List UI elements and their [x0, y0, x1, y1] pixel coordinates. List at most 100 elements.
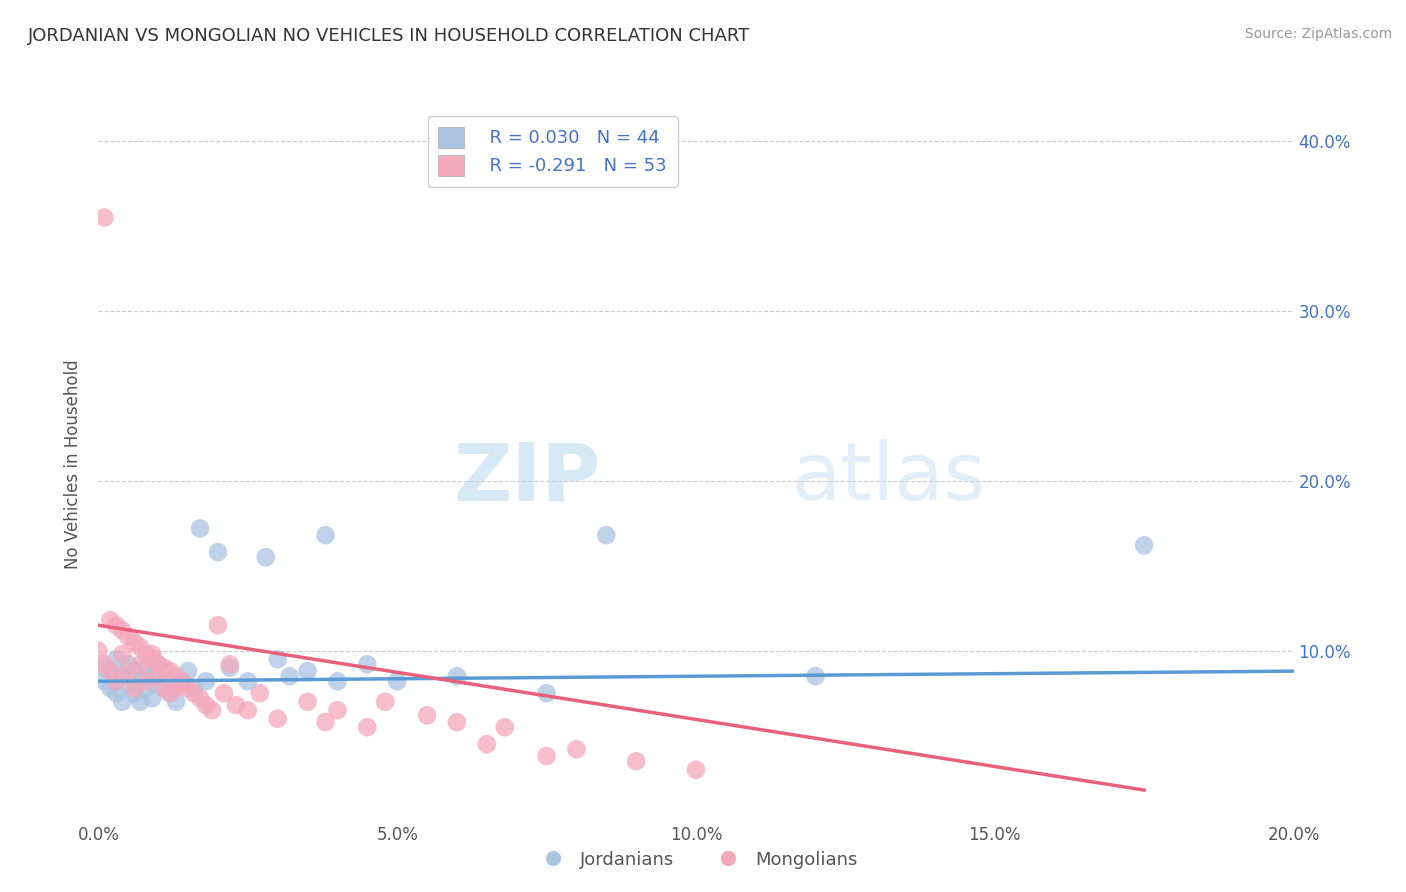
Point: [356, 720, 378, 734]
Point: [117, 678, 139, 692]
Point: [195, 698, 218, 712]
Point: [93, 657, 115, 672]
Point: [117, 657, 139, 672]
Point: [212, 686, 235, 700]
Point: [159, 686, 181, 700]
Point: [326, 674, 349, 689]
Point: [207, 545, 229, 559]
Text: ZIP: ZIP: [453, 439, 600, 517]
Point: [536, 749, 558, 764]
Point: [177, 681, 200, 695]
Point: [148, 657, 170, 672]
Point: [124, 664, 146, 678]
Point: [494, 720, 516, 734]
Point: [117, 630, 139, 644]
Point: [93, 674, 115, 689]
Point: [385, 674, 409, 689]
Point: [165, 681, 187, 695]
Point: [1133, 538, 1156, 552]
Point: [111, 695, 134, 709]
Point: [87, 644, 110, 658]
Point: [236, 674, 259, 689]
Point: [183, 681, 205, 695]
Point: [225, 698, 247, 712]
Point: [278, 669, 301, 683]
Point: [100, 613, 122, 627]
Point: [129, 674, 152, 689]
Point: [267, 712, 290, 726]
Point: [188, 521, 211, 535]
Point: [111, 647, 134, 661]
Point: [105, 686, 128, 700]
Point: [148, 657, 170, 672]
Point: [536, 686, 558, 700]
Point: [188, 691, 211, 706]
Point: [297, 695, 319, 709]
Point: [201, 703, 224, 717]
Point: [124, 635, 146, 649]
Point: [595, 528, 617, 542]
Point: [356, 657, 378, 672]
Point: [326, 703, 349, 717]
Point: [129, 695, 152, 709]
Point: [446, 669, 468, 683]
Point: [267, 652, 290, 666]
Point: [626, 754, 648, 768]
Point: [141, 691, 163, 706]
Point: [100, 681, 122, 695]
Point: [124, 681, 146, 695]
Point: [148, 678, 170, 692]
Point: [135, 674, 157, 689]
Legend: Jordanians, Mongolians: Jordanians, Mongolians: [527, 844, 865, 876]
Point: [374, 695, 396, 709]
Point: [117, 664, 139, 678]
Point: [219, 657, 242, 672]
Point: [111, 669, 134, 683]
Point: [105, 618, 128, 632]
Point: [183, 686, 205, 700]
Point: [165, 695, 187, 709]
Point: [153, 661, 176, 675]
Point: [475, 737, 498, 751]
Point: [195, 674, 218, 689]
Point: [153, 681, 176, 695]
Point: [129, 657, 152, 672]
Point: [141, 652, 163, 666]
Point: [446, 715, 468, 730]
Point: [172, 674, 194, 689]
Point: [135, 647, 157, 661]
Point: [249, 686, 271, 700]
Point: [129, 640, 152, 655]
Point: [416, 708, 439, 723]
Point: [219, 661, 242, 675]
Point: [148, 669, 170, 683]
Point: [804, 669, 827, 683]
Text: Source: ZipAtlas.com: Source: ZipAtlas.com: [1244, 27, 1392, 41]
Point: [153, 681, 176, 695]
Point: [315, 528, 337, 542]
Point: [111, 624, 134, 638]
Point: [159, 664, 181, 678]
Point: [172, 674, 194, 689]
Point: [135, 661, 157, 675]
Point: [93, 661, 115, 675]
Point: [165, 669, 187, 683]
Point: [297, 664, 319, 678]
Text: atlas: atlas: [792, 439, 986, 517]
Point: [141, 647, 163, 661]
Point: [207, 618, 229, 632]
Point: [236, 703, 259, 717]
Point: [100, 664, 122, 678]
Point: [93, 211, 115, 225]
Point: [254, 550, 277, 565]
Text: JORDANIAN VS MONGOLIAN NO VEHICLES IN HOUSEHOLD CORRELATION CHART: JORDANIAN VS MONGOLIAN NO VEHICLES IN HO…: [28, 27, 751, 45]
Point: [315, 715, 337, 730]
Point: [177, 664, 200, 678]
Point: [135, 681, 157, 695]
Point: [159, 686, 181, 700]
Point: [105, 652, 128, 666]
Point: [100, 664, 122, 678]
Point: [141, 669, 163, 683]
Point: [105, 674, 128, 689]
Point: [124, 686, 146, 700]
